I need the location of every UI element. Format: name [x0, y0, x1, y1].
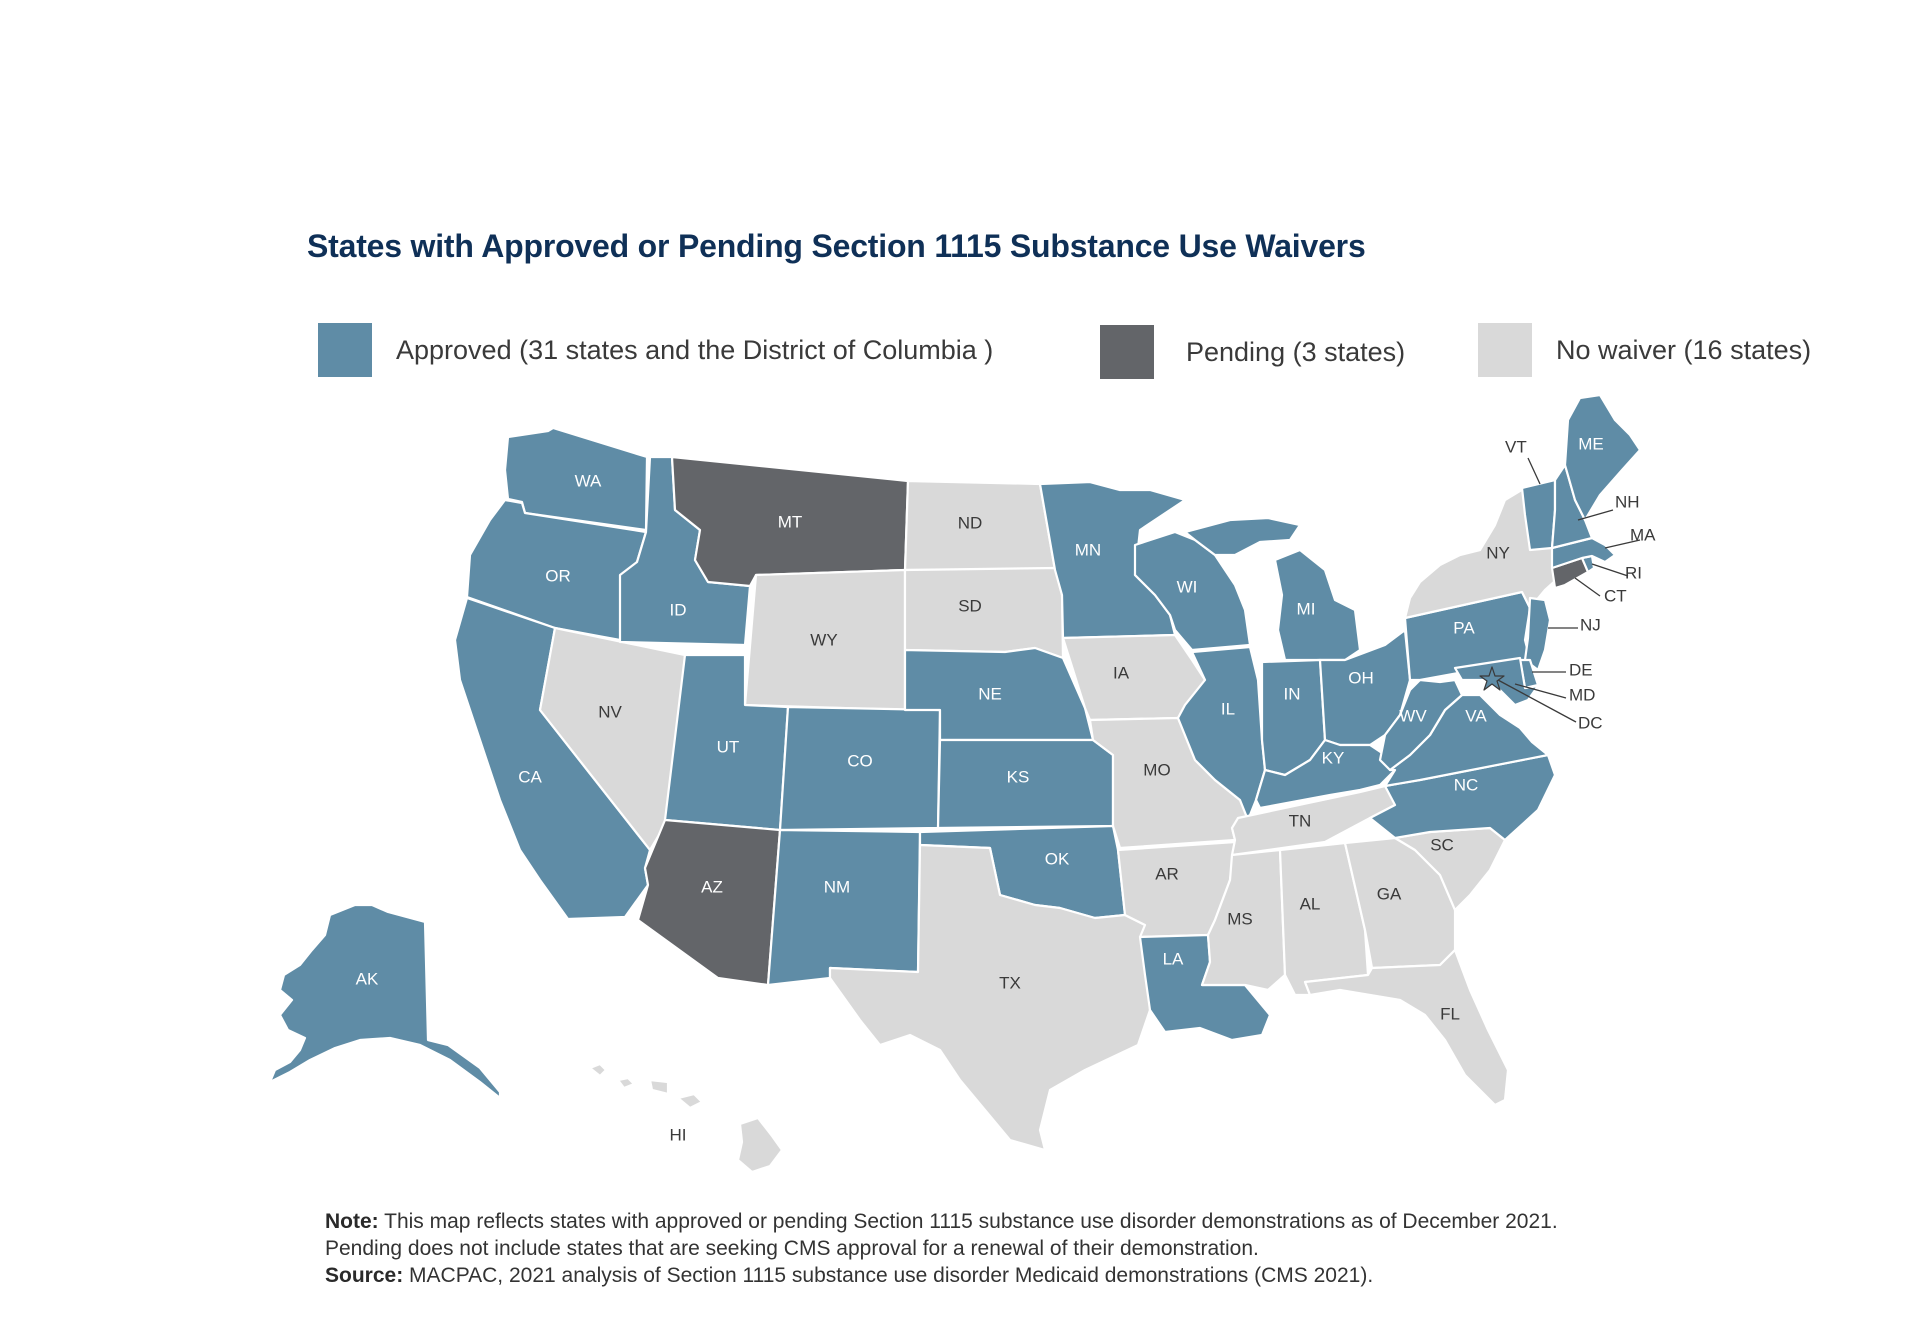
note-line-2: Pending does not include states that are… — [325, 1237, 1259, 1260]
state-SD[interactable] — [903, 566, 1065, 660]
label-SC: SC — [1430, 835, 1454, 854]
state-HI[interactable] — [588, 1062, 784, 1174]
label-ND: ND — [958, 513, 983, 532]
state-KY[interactable] — [1254, 738, 1397, 810]
legend-pending: Pending (3 states) — [1100, 325, 1405, 379]
state-AK[interactable] — [268, 903, 502, 1100]
legend-swatch-pending — [1100, 325, 1154, 379]
legend-none: No waiver (16 states) — [1478, 323, 1811, 377]
label-WI: WI — [1177, 577, 1198, 596]
label-KS: KS — [1007, 767, 1030, 786]
label-WY: WY — [810, 630, 837, 649]
legend-label-approved: Approved (31 states and the District of … — [396, 334, 994, 365]
state-MI[interactable] — [1183, 516, 1362, 662]
label-TX: TX — [999, 973, 1021, 992]
label-NH: NH — [1615, 492, 1640, 511]
legend-approved: Approved (31 states and the District of … — [318, 323, 993, 377]
note-label: Note: — [325, 1210, 379, 1233]
map-title: States with Approved or Pending Section … — [307, 228, 1366, 264]
label-VA: VA — [1465, 706, 1487, 725]
legend-label-none: No waiver (16 states) — [1556, 334, 1812, 365]
label-DE: DE — [1569, 660, 1593, 679]
label-AL: AL — [1300, 894, 1321, 913]
external-labels: VT NH MA RI CT NJ DE MD DC — [1505, 437, 1656, 732]
state-DC[interactable] — [1479, 666, 1505, 691]
source-text: MACPAC, 2021 analysis of Section 1115 su… — [403, 1264, 1374, 1287]
notes-block: Note: This map reflects states with appr… — [325, 1208, 1558, 1289]
label-FL: FL — [1440, 1004, 1460, 1023]
label-GA: GA — [1377, 884, 1402, 903]
label-MD: MD — [1569, 685, 1595, 704]
state-MA[interactable] — [1550, 536, 1617, 570]
label-MI: MI — [1297, 599, 1316, 618]
label-TN: TN — [1289, 811, 1312, 830]
label-IN: IN — [1284, 684, 1301, 703]
state-FL[interactable] — [1303, 948, 1510, 1107]
label-IA: IA — [1113, 663, 1130, 682]
state-AZ[interactable] — [636, 818, 782, 987]
label-HI: HI — [670, 1125, 687, 1144]
note-text-1: This map reflects states with approved o… — [378, 1210, 1558, 1233]
label-RI: RI — [1625, 563, 1642, 582]
label-AK: AK — [356, 969, 379, 988]
label-MT: MT — [778, 512, 803, 531]
label-WA: WA — [575, 471, 602, 490]
label-CA: CA — [518, 767, 542, 786]
state-NM[interactable] — [766, 828, 922, 987]
label-KY: KY — [1322, 748, 1345, 767]
label-MN: MN — [1075, 540, 1101, 559]
label-MO: MO — [1143, 760, 1170, 779]
label-NM: NM — [824, 877, 850, 896]
label-NJ: NJ — [1580, 615, 1601, 634]
label-UT: UT — [717, 737, 740, 756]
label-SD: SD — [958, 596, 982, 615]
label-NC: NC — [1454, 775, 1479, 794]
state-IL[interactable] — [1176, 645, 1267, 822]
label-NE: NE — [978, 684, 1002, 703]
source-label: Source: — [325, 1264, 404, 1287]
state-NJ[interactable] — [1523, 596, 1552, 672]
label-PA: PA — [1453, 618, 1475, 637]
label-DC: DC — [1578, 713, 1603, 732]
state-labels: WA OR CA NV ID MT WY UT CO AZ NM ND SD N… — [356, 434, 1604, 1144]
label-IL: IL — [1221, 699, 1235, 718]
label-MS: MS — [1227, 909, 1253, 928]
label-CO: CO — [847, 751, 873, 770]
label-AR: AR — [1155, 864, 1179, 883]
legend-label-pending: Pending (3 states) — [1186, 336, 1406, 367]
source-line: Source: MACPAC, 2021 analysis of Section… — [325, 1262, 1558, 1289]
label-OH: OH — [1348, 668, 1374, 687]
legend-swatch-approved — [318, 323, 372, 377]
label-VT: VT — [1505, 437, 1527, 456]
label-CT: CT — [1604, 586, 1627, 605]
label-OR: OR — [545, 566, 571, 585]
state-NE[interactable] — [903, 646, 1095, 742]
leader-lines — [1497, 457, 1641, 723]
state-ME[interactable] — [1563, 393, 1642, 522]
label-AZ: AZ — [701, 877, 723, 896]
label-ME: ME — [1578, 434, 1604, 453]
legend-swatch-none — [1478, 323, 1532, 377]
label-NY: NY — [1486, 543, 1510, 562]
label-ID: ID — [670, 600, 687, 619]
label-MA: MA — [1630, 525, 1656, 544]
label-OK: OK — [1045, 849, 1070, 868]
label-LA: LA — [1163, 949, 1184, 968]
state-TX[interactable] — [828, 843, 1152, 1152]
state-WV[interactable] — [1378, 678, 1464, 772]
label-NV: NV — [598, 702, 622, 721]
note-line-1: Note: This map reflects states with appr… — [325, 1208, 1558, 1235]
label-WV: WV — [1399, 706, 1427, 725]
